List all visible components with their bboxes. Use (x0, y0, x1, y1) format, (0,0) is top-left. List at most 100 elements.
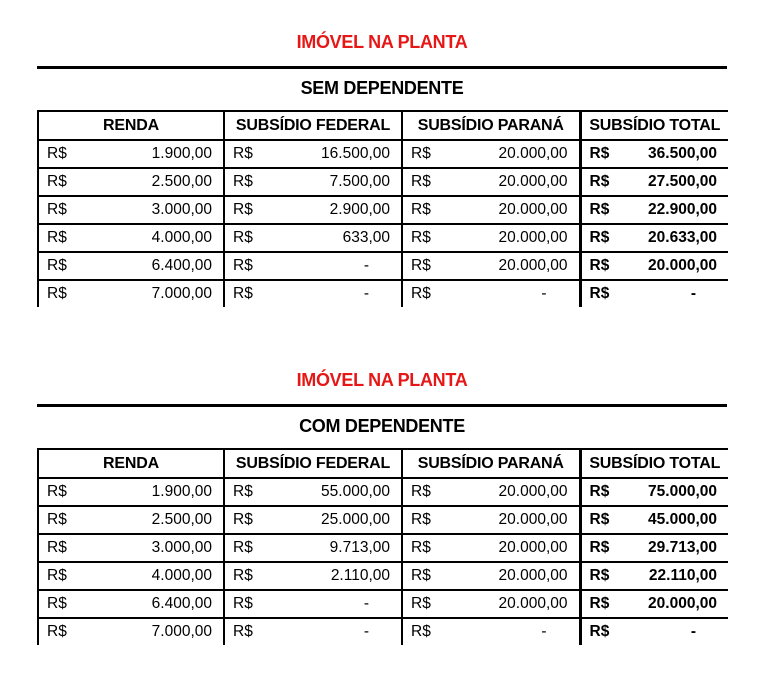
currency-symbol: R$ (411, 201, 431, 218)
subsidio-parana-cell: R$ 20.000,00 (401, 224, 580, 253)
renda-value: 3.000,00 (151, 201, 212, 218)
currency-symbol: R$ (233, 595, 253, 612)
subsidio-total-value: 75.000,00 (648, 483, 717, 500)
subsidio-total-value: 27.500,00 (648, 173, 717, 190)
currency-symbol: R$ (47, 483, 67, 500)
currency-symbol: R$ (589, 229, 610, 246)
com-dependente-table: RENDA SUBSÍDIO FEDERAL SUBSÍDIO PARANÁ S… (37, 448, 728, 645)
table-row: R$ 6.400,00 R$ - R$ 20.000,00 R$ 20.000,00 (37, 252, 728, 281)
renda-cell: R$ 2.500,00 (37, 168, 224, 197)
currency-symbol: R$ (233, 511, 253, 528)
table-header: RENDA SUBSÍDIO FEDERAL SUBSÍDIO PARANÁ S… (37, 110, 728, 141)
subsidio-total-cell: R$ 75.000,00 (578, 478, 728, 507)
subsidio-total-cell: R$ 27.500,00 (578, 168, 728, 197)
subsidio-federal-cell: R$ - (223, 280, 402, 307)
subsidio-parana-value: 20.000,00 (498, 483, 568, 500)
subsidio-total-value: 36.500,00 (648, 145, 717, 162)
subsidio-federal-value: - (363, 623, 369, 640)
currency-symbol: R$ (411, 145, 431, 162)
subsidio-federal-value: 55.000,00 (321, 483, 390, 500)
table-row: R$ 4.000,00 R$ 2.110,00 R$ 20.000,00 R$ 22.110,… (37, 562, 728, 591)
subsidio-federal-value: - (363, 285, 369, 302)
subsidio-federal-cell: R$ - (223, 252, 402, 281)
currency-symbol: R$ (411, 511, 431, 528)
sem-dependente-table: RENDA SUBSÍDIO FEDERAL SUBSÍDIO PARANÁ S… (37, 110, 728, 307)
subsidio-total-cell: R$ 29.713,00 (578, 534, 728, 563)
currency-symbol: R$ (589, 145, 610, 162)
subsidio-federal-cell: R$ 25.000,00 (223, 506, 402, 535)
header-row: RENDA SUBSÍDIO FEDERAL SUBSÍDIO PARANÁ S… (37, 110, 728, 141)
column-header-subsidio-total: SUBSÍDIO TOTAL (578, 448, 728, 479)
subsidio-parana-value: - (541, 623, 547, 640)
currency-symbol: R$ (47, 511, 67, 528)
subsidio-total-cell: R$ 36.500,00 (578, 140, 728, 169)
title-divider (37, 66, 727, 69)
subsidio-total-cell: R$ - (578, 618, 728, 645)
currency-symbol: R$ (411, 595, 431, 612)
subsidio-parana-cell: R$ 20.000,00 (401, 534, 580, 563)
renda-cell: R$ 2.500,00 (37, 506, 224, 535)
currency-symbol: R$ (233, 201, 253, 218)
subsidio-federal-cell: R$ 16.500,00 (223, 140, 402, 169)
subsidio-parana-cell: R$ 20.000,00 (401, 140, 580, 169)
subsidio-total-value: 20.000,00 (648, 595, 717, 612)
renda-value: 4.000,00 (151, 229, 212, 246)
currency-symbol: R$ (47, 145, 67, 162)
subsidio-federal-cell: R$ - (223, 590, 402, 619)
renda-cell: R$ 6.400,00 (37, 590, 224, 619)
section-title: IMÓVEL NA PLANTA (296, 32, 468, 52)
subsidio-federal-value: 2.900,00 (329, 201, 390, 218)
renda-value: 1.900,00 (151, 483, 212, 500)
subsidio-federal-value: - (363, 595, 369, 612)
subsidio-federal-value: - (363, 257, 369, 274)
subsidio-parana-cell: R$ 20.000,00 (401, 506, 580, 535)
subsidio-parana-value: 20.000,00 (498, 257, 568, 274)
currency-symbol: R$ (233, 623, 253, 640)
section-com-dependente: IMÓVEL NA PLANTA COM DEPENDENTE RENDA SU… (37, 369, 728, 645)
subsidio-total-cell: R$ 22.900,00 (578, 196, 728, 225)
subsidio-federal-cell: R$ 55.000,00 (223, 478, 402, 507)
subsidio-parana-cell: R$ 20.000,00 (401, 196, 580, 225)
subsidio-federal-cell: R$ - (223, 618, 402, 645)
currency-symbol: R$ (411, 285, 431, 302)
subsidio-total-cell: R$ 22.110,00 (578, 562, 728, 591)
currency-symbol: R$ (47, 201, 67, 218)
renda-cell: R$ 7.000,00 (37, 618, 224, 645)
subsidio-federal-value: 25.000,00 (321, 511, 390, 528)
currency-symbol: R$ (589, 623, 610, 640)
renda-value: 6.400,00 (151, 595, 212, 612)
currency-symbol: R$ (411, 229, 431, 246)
subsidio-federal-value: 7.500,00 (329, 173, 390, 190)
currency-symbol: R$ (47, 173, 67, 190)
subsidio-parana-cell: R$ 20.000,00 (401, 252, 580, 281)
currency-symbol: R$ (47, 595, 67, 612)
subsidio-parana-cell: R$ - (401, 280, 580, 307)
subsidio-parana-value: 20.000,00 (498, 229, 568, 246)
currency-symbol: R$ (233, 567, 253, 584)
currency-symbol: R$ (411, 623, 431, 640)
currency-symbol: R$ (411, 173, 431, 190)
table-row: R$ 1.900,00 R$ 16.500,00 R$ 20.000,00 R$ 36.500… (37, 140, 728, 169)
subsidio-parana-value: 20.000,00 (498, 145, 568, 162)
subsidio-parana-cell: R$ 20.000,00 (401, 478, 580, 507)
renda-cell: R$ 4.000,00 (37, 224, 224, 253)
renda-cell: R$ 1.900,00 (37, 478, 224, 507)
table-row: R$ 2.500,00 R$ 7.500,00 R$ 20.000,00 R$ 27.500,… (37, 168, 728, 197)
table-row: R$ 2.500,00 R$ 25.000,00 R$ 20.000,00 R$ 45.000… (37, 506, 728, 535)
subsidio-federal-value: 9.713,00 (329, 539, 390, 556)
table-row: R$ 6.400,00 R$ - R$ 20.000,00 R$ 20.000,00 (37, 590, 728, 619)
renda-cell: R$ 7.000,00 (37, 280, 224, 307)
currency-symbol: R$ (411, 567, 431, 584)
currency-symbol: R$ (233, 539, 253, 556)
subsidio-parana-value: 20.000,00 (498, 511, 568, 528)
subsidio-total-cell: R$ 45.000,00 (578, 506, 728, 535)
section-subtitle: COM DEPENDENTE (299, 416, 465, 436)
currency-symbol: R$ (411, 539, 431, 556)
currency-symbol: R$ (411, 257, 431, 274)
currency-symbol: R$ (411, 483, 431, 500)
table-row: R$ 7.000,00 R$ - R$ - R$ - (37, 280, 728, 307)
table-row: R$ 1.900,00 R$ 55.000,00 R$ 20.000,00 R$ 75.000… (37, 478, 728, 507)
subsidio-total-value: 29.713,00 (648, 539, 717, 556)
currency-symbol: R$ (589, 511, 610, 528)
table-body: R$ 1.900,00 R$ 16.500,00 R$ 20.000,00 R$ 36.500… (37, 140, 728, 307)
